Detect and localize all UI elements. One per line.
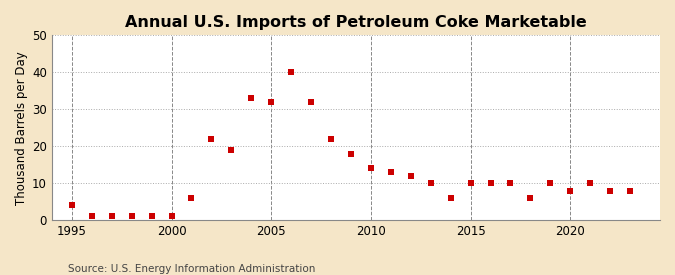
Point [585, 181, 595, 185]
Point [624, 188, 635, 193]
Point [525, 196, 536, 200]
Point [206, 137, 217, 141]
Point [425, 181, 436, 185]
Point [66, 203, 77, 208]
Point [385, 170, 396, 174]
Point [246, 96, 256, 100]
Point [346, 152, 356, 156]
Point [485, 181, 496, 185]
Point [146, 214, 157, 219]
Point [86, 214, 97, 219]
Point [465, 181, 476, 185]
Point [325, 137, 336, 141]
Point [126, 214, 137, 219]
Text: Source: U.S. Energy Information Administration: Source: U.S. Energy Information Administ… [68, 264, 315, 274]
Y-axis label: Thousand Barrels per Day: Thousand Barrels per Day [15, 51, 28, 205]
Point [266, 100, 277, 104]
Title: Annual U.S. Imports of Petroleum Coke Marketable: Annual U.S. Imports of Petroleum Coke Ma… [125, 15, 587, 30]
Point [286, 70, 296, 75]
Point [545, 181, 556, 185]
Point [365, 166, 376, 170]
Point [306, 100, 317, 104]
Point [406, 174, 416, 178]
Point [446, 196, 456, 200]
Point [505, 181, 516, 185]
Point [186, 196, 197, 200]
Point [107, 214, 117, 219]
Point [605, 188, 616, 193]
Point [565, 188, 576, 193]
Point [226, 148, 237, 152]
Point [166, 214, 177, 219]
